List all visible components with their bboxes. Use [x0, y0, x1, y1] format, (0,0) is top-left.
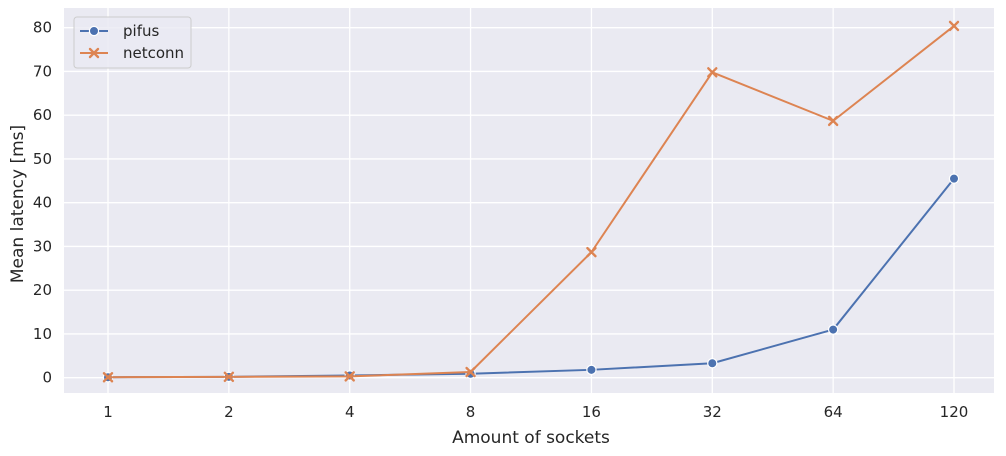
y-tick-label: 10 [33, 325, 52, 343]
x-tick-label: 64 [824, 403, 843, 421]
data-point [948, 173, 960, 184]
legend-label: netconn [123, 44, 184, 62]
data-point [88, 47, 100, 59]
tick-labels: 0 10 20 30 40 50 60 70 80 1 2 4 8 16 32 64 120 [33, 19, 968, 421]
x-tick-label: 16 [582, 403, 601, 421]
y-tick-label: 20 [33, 281, 52, 299]
data-point [586, 364, 597, 376]
y-tick-label: 60 [33, 106, 52, 124]
data-point [223, 371, 235, 383]
y-tick-label: 50 [33, 150, 52, 168]
plot-background [64, 8, 994, 393]
data-point [948, 20, 960, 32]
y-axis-label: Mean latency [ms] [8, 125, 28, 283]
x-tick-label: 4 [345, 403, 355, 421]
grid-lines [64, 8, 994, 393]
data-point [102, 372, 114, 383]
y-tick-label: 0 [42, 369, 52, 387]
x-tick-label: 2 [224, 403, 234, 421]
data-point [707, 358, 718, 369]
series-layer [102, 20, 960, 383]
x-tick-label: 1 [103, 403, 113, 421]
legend: pifus netconn [73, 16, 192, 69]
y-tick-label: 40 [33, 194, 52, 212]
legend-entry-pifus: pifus [80, 22, 159, 40]
x-tick-label: 120 [940, 403, 969, 421]
y-tick-label: 80 [33, 19, 52, 37]
series-netconn [102, 20, 960, 383]
data-point [465, 366, 476, 378]
y-tick-label: 30 [33, 237, 52, 255]
data-point [707, 67, 718, 78]
x-tick-label: 32 [703, 403, 722, 421]
data-point [586, 246, 597, 258]
data-point [827, 324, 839, 335]
x-axis-label: Amount of sockets [452, 428, 610, 448]
y-tick-label: 70 [33, 62, 52, 80]
legend-box [73, 16, 192, 69]
legend-label: pifus [123, 22, 159, 40]
data-point [344, 371, 355, 382]
data-point [88, 25, 100, 37]
x-tick-label: 8 [466, 403, 476, 421]
series-line [107, 25, 955, 379]
data-point [827, 115, 839, 127]
legend-entry-netconn: netconn [80, 44, 184, 62]
